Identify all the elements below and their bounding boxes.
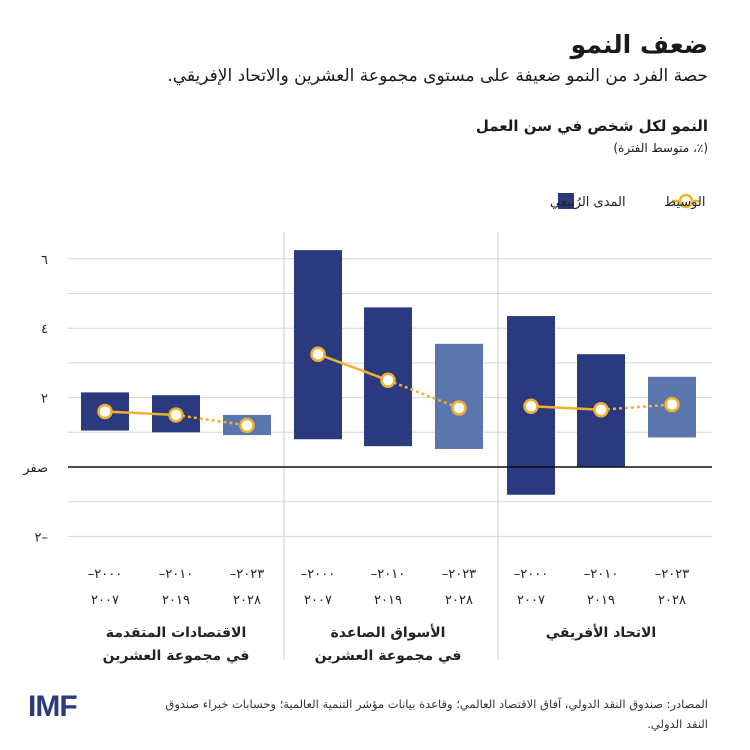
period-label-start: –٢٠٠٠ <box>514 567 548 582</box>
period-label-start: –٢٠١٠ <box>584 567 618 582</box>
median-line <box>104 410 177 417</box>
median-line-projected <box>387 379 460 410</box>
median-point <box>239 417 255 434</box>
range-bar <box>435 343 483 449</box>
imf-logo: IMF <box>28 690 78 723</box>
legend-median-label: الوسيط <box>664 195 705 210</box>
period-label-end: ٢٠٢٨ <box>445 593 473 608</box>
period-label-end: ٢٠٢٨ <box>658 593 686 608</box>
period-label-start: –٢٠٢٣ <box>442 567 476 582</box>
period-label-start: –٢٠٠٠ <box>88 567 122 582</box>
legend-range-label: المدى الرُبيعي <box>550 195 626 210</box>
median-point <box>168 407 184 423</box>
group-label-line2: في مجموعة العشرين <box>315 648 462 664</box>
median-point <box>664 396 680 413</box>
period-label-end: ٢٠١٩ <box>162 593 190 608</box>
period-label-start: –٢٠٢٣ <box>655 567 689 582</box>
range-bar <box>294 250 342 440</box>
group-label: الأسواق الصاعدة <box>331 624 446 641</box>
group-label: الاتحاد الأفريقي <box>546 624 656 641</box>
legend-range-icon <box>558 193 574 209</box>
period-label-end: ٢٠١٩ <box>374 593 402 608</box>
y-tick-label: ٢ <box>41 392 48 407</box>
period-label-end: ٢٠٠٧ <box>91 593 119 608</box>
source-note: المصادر: صندوق النقد الدولي، آفاق الاقتص… <box>165 697 708 731</box>
group-label-line2: في مجموعة العشرين <box>103 648 250 664</box>
median-point <box>97 403 113 420</box>
y-tick-label: صفر <box>22 461 48 476</box>
chart-unit: (٪، متوسط الفترة) <box>613 141 708 155</box>
y-tick-label: ٤ <box>41 322 48 337</box>
median-point <box>451 400 467 416</box>
median-point <box>310 346 326 362</box>
period-label-end: ٢٠٠٧ <box>517 593 545 608</box>
median-point <box>523 398 539 415</box>
figure-subtitle: حصة الفرد من النمو ضعيفة على مستوى مجموع… <box>167 66 708 86</box>
period-label-end: ٢٠٢٨ <box>233 593 261 608</box>
period-label-start: –٢٠٠٠ <box>301 567 335 582</box>
period-label-end: ٢٠١٩ <box>587 593 615 608</box>
period-label-start: –٢٠٢٣ <box>230 567 264 582</box>
legend-median-icon <box>678 193 694 209</box>
period-label-end: ٢٠٠٧ <box>304 593 332 608</box>
median-line <box>530 405 602 411</box>
period-label-start: –٢٠١٠ <box>159 567 193 582</box>
y-tick-label: ٦ <box>41 253 48 268</box>
figure-title: ضعف النمو <box>570 30 708 59</box>
period-label-start: –٢٠١٠ <box>371 567 405 582</box>
median-point <box>380 372 396 388</box>
median-point <box>593 401 609 418</box>
group-label: الاقتصادات المتقدمة <box>106 625 247 641</box>
chart-title: النمو لكل شخص في سن العمل <box>475 117 708 135</box>
median-line <box>317 353 389 382</box>
y-tick-label: ٢– <box>35 530 48 545</box>
